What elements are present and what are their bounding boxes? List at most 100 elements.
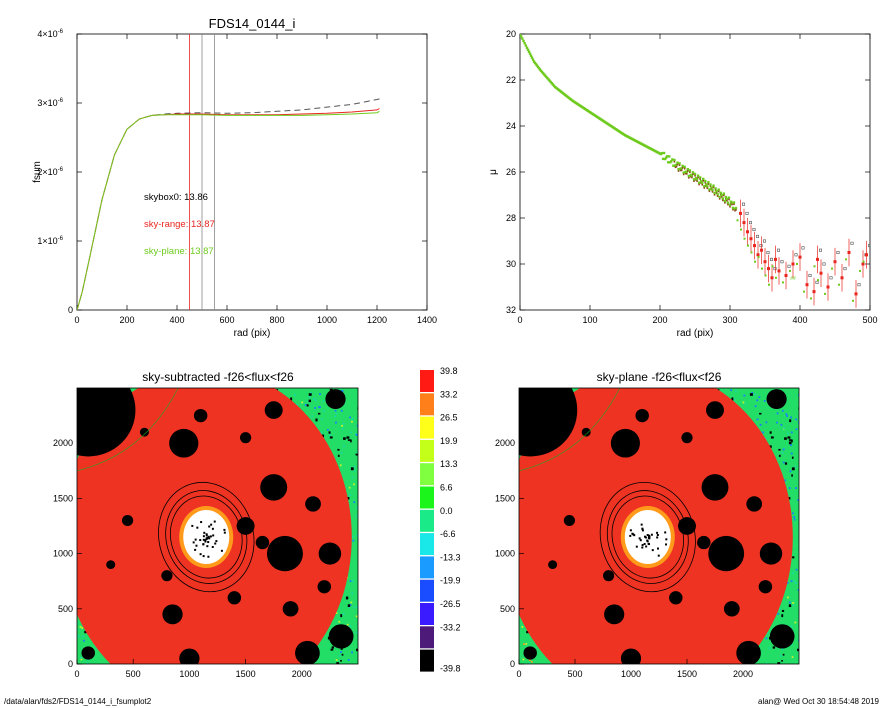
star-speck [791,439,793,443]
noisy-point-red [746,230,749,234]
star-speck [315,418,318,422]
noise-pixel [786,596,789,599]
galaxy-core-speck [656,536,659,539]
profile-point-dark [694,174,696,177]
galaxy-core-speck [202,543,205,546]
y-tick-label: 2000 [495,438,515,448]
fsum-series-line [77,110,380,310]
noisy-point-grey [867,244,870,248]
profile-point [548,79,551,82]
noise-pixel [353,469,356,472]
noisy-point-red [854,292,858,296]
noise-pixel [334,415,337,418]
profile-point [719,191,722,194]
star-speck [526,630,529,634]
profile-point-dark [713,194,716,196]
noise-pixel [308,396,311,399]
profile-point-dark [681,166,684,169]
mask-circle [708,535,745,572]
noisy-point-green [740,228,742,231]
noise-pixel [798,394,799,396]
noise-pixel [779,654,782,657]
y-tick-label: 22 [506,75,516,85]
star-speck [340,614,343,618]
colorbar-label: -19.9 [440,576,461,586]
noisy-point-grey [850,241,854,245]
profile-point-dark [697,176,699,179]
profile-point [681,164,684,168]
profile-point [550,81,553,85]
profile-point-dark [703,187,706,189]
galaxy-core-speck [191,524,194,527]
noisy-point-green [743,237,746,240]
star-speck [341,653,344,656]
profile-point [670,160,673,163]
galaxy-core-speck [631,532,634,535]
y-tick-label: 1000 [53,549,73,559]
profile-point [663,157,667,161]
noise-pixel [766,662,768,664]
x-tick-label: 0 [517,315,522,325]
noise-pixel [789,470,792,473]
galaxy-core-speck [641,546,644,549]
noisy-point-grey [759,244,763,248]
star-speck [306,404,309,407]
sky-annotation: sky-range: 13.87 [144,219,215,230]
y-tick-label: 26 [506,167,516,177]
noise-pixel [81,635,84,638]
star-speck [290,397,293,401]
profile-point [728,203,732,207]
noise-pixel [756,418,759,421]
galaxy-core-speck [202,555,205,558]
profile-point-dark [728,198,730,201]
star-speck [791,474,793,477]
galaxy-core-speck [629,529,632,532]
galaxy-core-speck [200,521,203,524]
y-tick-label: 1000 [495,549,515,559]
noise-pixel [352,580,354,583]
noisy-point-grey [822,262,826,266]
sky-plane-frame [518,387,800,665]
noisy-point-green [838,283,840,286]
noise-pixel [353,501,356,504]
profile-point [695,178,699,181]
noisy-point-grey [776,248,780,252]
fsum-plot-title: FDS14_0144_i [209,16,296,31]
colorbar-swatch [420,556,434,579]
profile-point [717,188,720,191]
noise-pixel [338,620,341,623]
profile-point-dark [707,183,710,185]
noise-pixel [313,398,315,400]
star-speck [784,462,788,465]
noisy-point-green [824,292,826,295]
profile-point [675,163,678,167]
mask-circle [169,428,199,458]
noise-pixel [351,418,354,420]
noise-pixel [780,423,783,426]
profile-point [699,180,703,183]
x-tick-label: 1200 [367,315,387,325]
mu-y-axis-label: μ [488,169,499,175]
noise-pixel [766,631,769,634]
star-speck [337,448,340,451]
profile-point-dark [716,195,719,197]
galaxy-core-speck [208,525,211,528]
star-speck [337,454,340,457]
star-speck [343,437,346,440]
noise-pixel [294,394,296,396]
profile-point [552,84,556,87]
profile-point-dark [676,163,679,166]
star-speck [759,412,762,415]
noisy-point-green [771,265,774,268]
noisy-point-green [789,269,791,272]
noise-pixel [797,589,799,591]
profile-point [667,161,670,164]
mask-circle [769,624,795,649]
profile-point-dark [683,167,686,170]
mask-circle [523,646,537,660]
mask-circle [260,474,288,501]
galaxy-core-speck [645,545,648,548]
profile-point [664,156,668,159]
noisy-point-grey [808,273,812,277]
mask-circle [77,388,136,457]
